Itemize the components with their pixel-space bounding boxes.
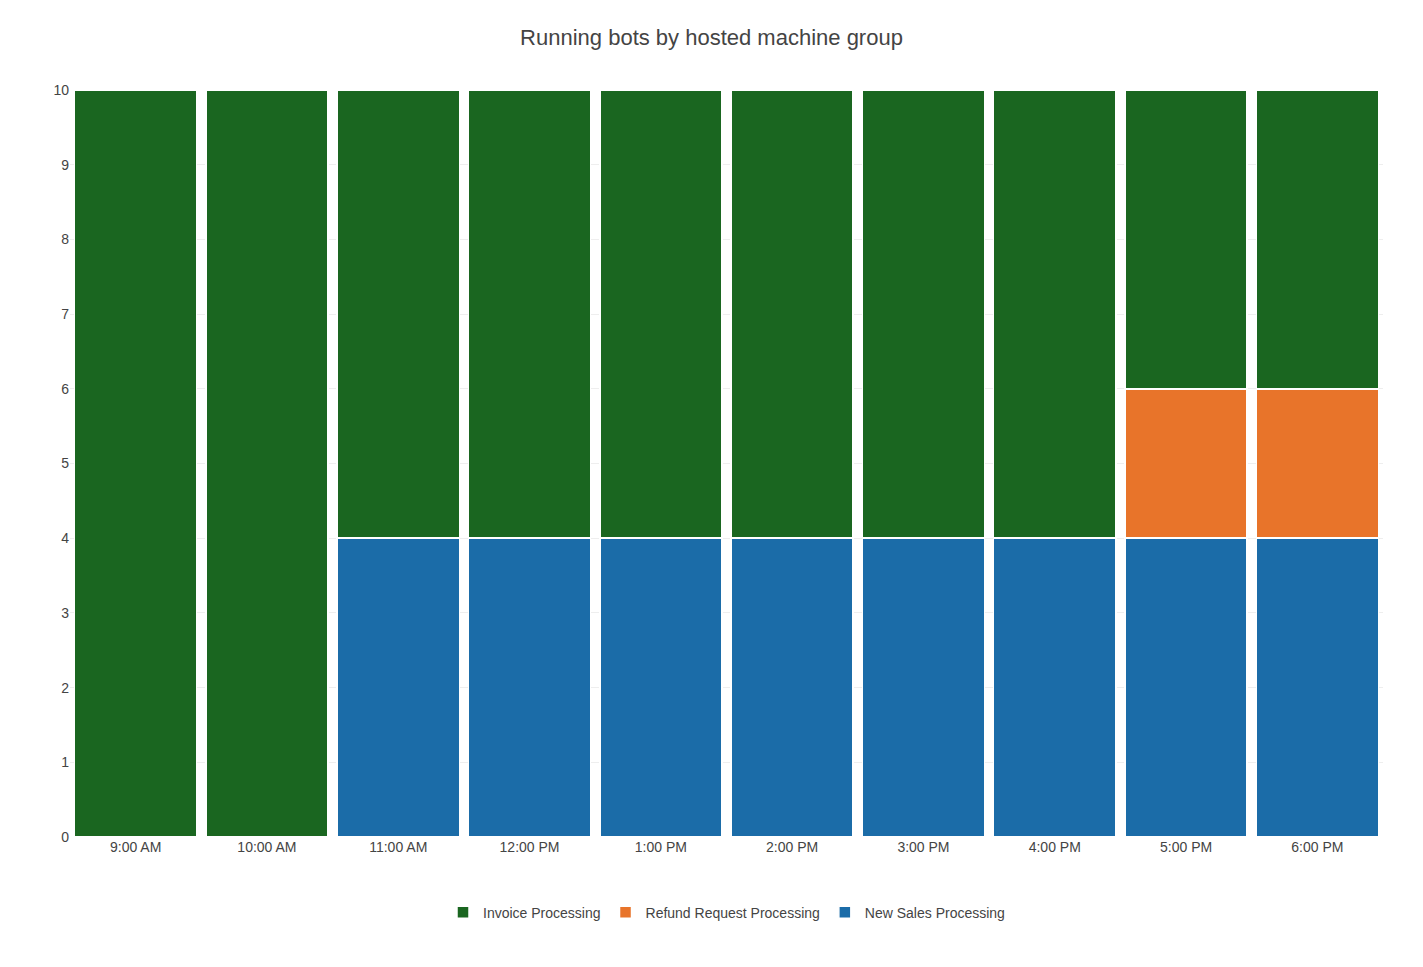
svg-text:5:00 PM: 5:00 PM xyxy=(1160,839,1212,855)
svg-text:2: 2 xyxy=(61,680,69,696)
svg-text:Running bots by hosted machine: Running bots by hosted machine group xyxy=(520,25,903,50)
svg-text:3: 3 xyxy=(61,605,69,621)
svg-text:6: 6 xyxy=(61,381,69,397)
svg-text:9:00 AM: 9:00 AM xyxy=(110,839,161,855)
svg-text:4: 4 xyxy=(61,530,69,546)
svg-text:1:00 PM: 1:00 PM xyxy=(635,839,687,855)
svg-text:9: 9 xyxy=(61,157,69,173)
svg-text:10: 10 xyxy=(53,82,69,98)
svg-text:Refund Request Processing: Refund Request Processing xyxy=(646,905,820,921)
svg-text:1: 1 xyxy=(61,754,69,770)
svg-text:6:00 PM: 6:00 PM xyxy=(1291,839,1343,855)
svg-text:0: 0 xyxy=(61,829,69,845)
svg-text:8: 8 xyxy=(61,231,69,247)
svg-text:12:00 PM: 12:00 PM xyxy=(500,839,560,855)
svg-text:Invoice Processing: Invoice Processing xyxy=(483,905,601,921)
svg-text:2:00 PM: 2:00 PM xyxy=(766,839,818,855)
svg-text:New Sales Processing: New Sales Processing xyxy=(865,905,1005,921)
svg-text:3:00 PM: 3:00 PM xyxy=(897,839,949,855)
svg-text:10:00 AM: 10:00 AM xyxy=(237,839,296,855)
svg-text:7: 7 xyxy=(61,306,69,322)
svg-text:5: 5 xyxy=(61,455,69,471)
svg-text:11:00 AM: 11:00 AM xyxy=(369,839,427,855)
svg-text:4:00 PM: 4:00 PM xyxy=(1029,839,1081,855)
